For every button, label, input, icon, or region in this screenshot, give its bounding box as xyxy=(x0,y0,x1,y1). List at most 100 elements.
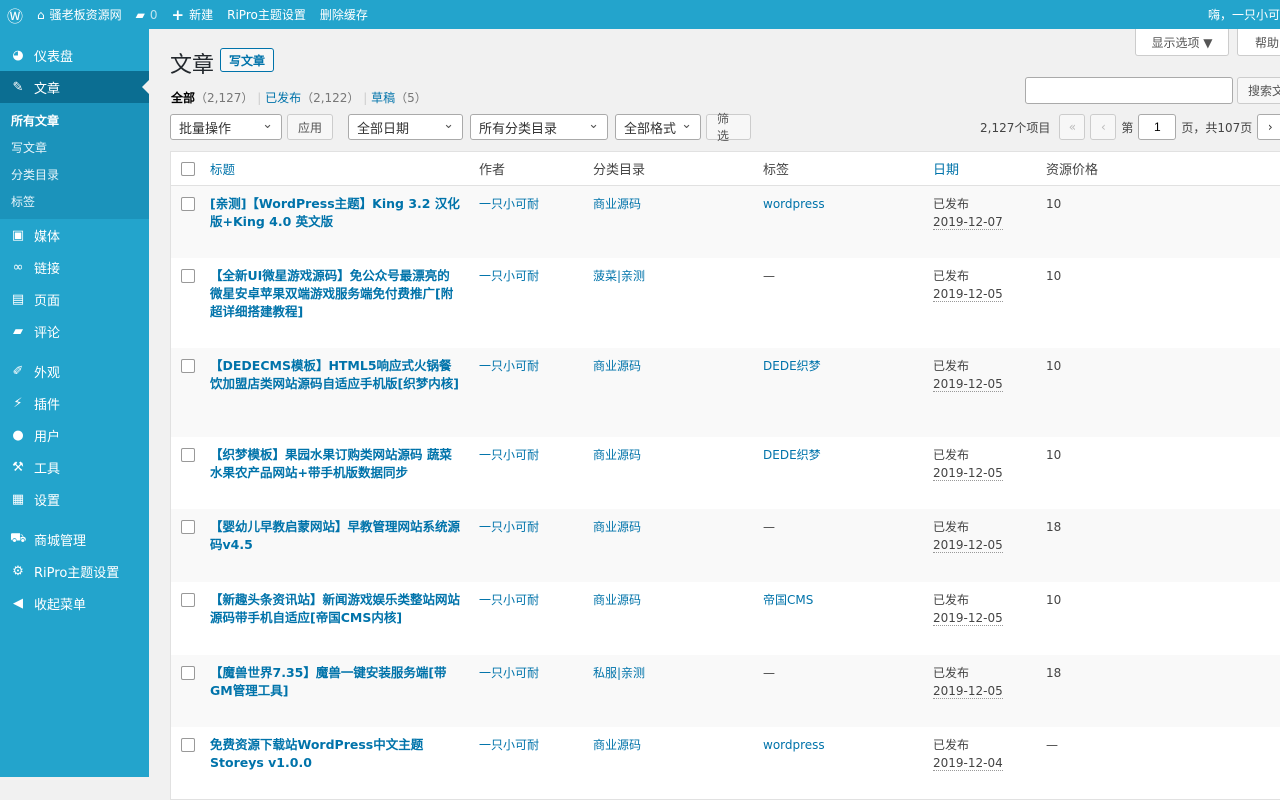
user-greeting[interactable]: 嗨，一只小可 xyxy=(1207,8,1280,22)
sidebar-item-brush[interactable]: ✐ 外观 xyxy=(0,355,149,387)
media-icon: ▣ xyxy=(11,227,25,243)
table-row: 【织梦模板】果园水果订购类网站源码 蔬菜水果农产品网站+带手机版数据同步 一只小… xyxy=(171,437,1280,509)
sidebar-item-gear[interactable]: ⚙ RiPro主题设置 xyxy=(0,555,149,587)
author-link[interactable]: 一只小可耐 xyxy=(479,269,540,283)
post-title-link[interactable]: 【魔兽世界7.35】魔兽一键安装服务端[带GM管理工具] xyxy=(210,665,447,698)
bulk-actions-select[interactable]: 批量操作 xyxy=(170,114,282,140)
user-icon: ● xyxy=(12,427,24,443)
date-filter-select[interactable]: 全部日期 xyxy=(348,114,463,140)
row-checkbox[interactable] xyxy=(181,738,195,752)
row-checkbox[interactable] xyxy=(181,359,195,373)
post-title-link[interactable]: [亲测]【WordPress主题】King 3.2 汉化版+King 4.0 英… xyxy=(210,196,460,229)
next-page-button[interactable]: › xyxy=(1257,114,1280,140)
sidebar-item-collapse[interactable]: ◀ 收起菜单 xyxy=(0,587,149,619)
prev-page-button[interactable]: ‹ xyxy=(1090,114,1117,140)
category-link[interactable]: 商业源码 xyxy=(593,359,642,373)
author-link[interactable]: 一只小可耐 xyxy=(479,666,540,680)
main-content: 显示选项 ▼ 帮助 文章 写文章 全部（2,127） | 已发布（2,122） … xyxy=(149,29,1280,800)
filter-published[interactable]: 已发布 xyxy=(265,91,302,105)
sidebar-item-plugin[interactable]: ⚡ 插件 xyxy=(0,387,149,419)
submenu-item[interactable]: 所有文章 xyxy=(11,114,60,128)
select-all-checkbox[interactable] xyxy=(181,161,195,176)
post-title-link[interactable]: 【新趣头条资讯站】新闻游戏娱乐类整站网站源码带手机自适应[帝国CMS内核] xyxy=(210,592,461,625)
table-row: 【婴幼儿早教启蒙网站】早教管理网站系统源码v4.5 一只小可耐 商业源码 — 已… xyxy=(171,509,1280,582)
category-filter-select[interactable]: 所有分类目录 xyxy=(470,114,608,140)
column-category: 分类目录 xyxy=(593,163,646,178)
category-link[interactable]: 商业源码 xyxy=(593,738,642,752)
sidebar-item-comment[interactable]: ▰ 评论 xyxy=(0,315,149,347)
resource-price: 18 xyxy=(1046,520,1062,534)
sidebar-item-user[interactable]: ● 用户 xyxy=(0,419,149,451)
row-checkbox[interactable] xyxy=(181,593,195,607)
sidebar-item-wrench[interactable]: ⚒ 工具 xyxy=(0,451,149,483)
post-title-link[interactable]: 【织梦模板】果园水果订购类网站源码 蔬菜水果农产品网站+带手机版数据同步 xyxy=(210,447,452,480)
search-posts-button[interactable]: 搜索文 xyxy=(1237,77,1280,104)
wordpress-logo-icon[interactable]: Ⓦ xyxy=(7,6,24,26)
ripro-settings-link[interactable]: RiPro主题设置 xyxy=(227,8,306,22)
tag-link[interactable]: DEDE织梦 xyxy=(763,359,821,373)
author-link[interactable]: 一只小可耐 xyxy=(479,448,540,462)
author-link[interactable]: 一只小可耐 xyxy=(479,359,540,373)
current-page-input[interactable] xyxy=(1138,114,1177,140)
post-title-link[interactable]: 【全新UI微星游戏源码】免公众号最漂亮的微星安卓苹果双端游戏服务端免付费推广[附… xyxy=(210,268,454,319)
tag-link: — xyxy=(763,520,775,534)
resource-price: — xyxy=(1046,738,1058,752)
submenu-item[interactable]: 标签 xyxy=(11,195,36,209)
column-date[interactable]: 日期 xyxy=(933,163,960,178)
author-link[interactable]: 一只小可耐 xyxy=(479,520,540,534)
new-content-link[interactable]: + 新建 xyxy=(171,5,214,24)
row-checkbox[interactable] xyxy=(181,448,195,462)
sidebar-item-page[interactable]: ▤ 页面 xyxy=(0,283,149,315)
tag-link[interactable]: 帝国CMS xyxy=(763,593,814,607)
help-button[interactable]: 帮助 xyxy=(1237,29,1280,56)
plugin-icon: ⚡ xyxy=(13,395,23,411)
search-input[interactable] xyxy=(1025,77,1233,104)
row-checkbox[interactable] xyxy=(181,197,195,211)
add-new-post-button[interactable]: 写文章 xyxy=(220,48,275,72)
category-link[interactable]: 商业源码 xyxy=(593,197,642,211)
author-link[interactable]: 一只小可耐 xyxy=(479,197,540,211)
format-filter-select[interactable]: 全部格式 xyxy=(615,114,701,140)
pagination: 2,127个项目 « ‹ 第 页，共107页 › xyxy=(980,114,1280,140)
filter-button[interactable]: 筛选 xyxy=(706,112,751,143)
admin-sidebar: ◕ 仪表盘 ✎ 文章 所有文章 写文章 分类目录 标签 ▣ 媒体 ∞ 链接 ▤ 页面 ▰ 评论 ✐ 外观 ⚡ 插件 ● 用… xyxy=(0,29,149,777)
resource-price: 10 xyxy=(1046,593,1062,607)
category-link[interactable]: 商业源码 xyxy=(593,520,642,534)
row-checkbox[interactable] xyxy=(181,666,195,680)
sidebar-item-media[interactable]: ▣ 媒体 xyxy=(0,219,149,251)
tag-link[interactable]: wordpress xyxy=(763,197,825,211)
sidebar-item-dashboard[interactable]: ◕ 仪表盘 xyxy=(0,39,149,71)
category-link[interactable]: 商业源码 xyxy=(593,593,642,607)
row-checkbox[interactable] xyxy=(181,520,195,534)
screen-options-button[interactable]: 显示选项 ▼ xyxy=(1135,29,1229,56)
site-name-link[interactable]: ⌂ 骚老板资源网 xyxy=(37,7,122,23)
tag-link[interactable]: DEDE织梦 xyxy=(763,448,821,462)
tag-link[interactable]: wordpress xyxy=(763,738,825,752)
apply-button[interactable]: 应用 xyxy=(287,114,333,140)
sidebar-item-pin[interactable]: ✎ 文章 xyxy=(0,71,149,103)
post-title-link[interactable]: 【DEDECMS模板】HTML5响应式火锅餐饮加盟店类网站源码自适应手机版[织梦… xyxy=(210,358,459,391)
category-link[interactable]: 私服|亲测 xyxy=(593,666,646,680)
sidebar-submenu: 所有文章写文章分类目录标签 xyxy=(0,103,149,219)
category-link[interactable]: 菠菜|亲测 xyxy=(593,269,646,283)
sidebar-item-cart[interactable]: ⛟ 商城管理 xyxy=(0,523,149,555)
sidebar-item-settings[interactable]: ▦ 设置 xyxy=(0,483,149,515)
author-link[interactable]: 一只小可耐 xyxy=(479,738,540,752)
category-link[interactable]: 商业源码 xyxy=(593,448,642,462)
column-title[interactable]: 标题 xyxy=(210,162,236,177)
table-row: 免费资源下载站WordPress中文主题Storeys v1.0.0 一只小可耐… xyxy=(171,727,1280,799)
comments-link[interactable]: ▰ 0 xyxy=(135,7,158,22)
submenu-item[interactable]: 写文章 xyxy=(11,141,48,155)
filter-draft[interactable]: 草稿 xyxy=(371,91,396,105)
post-title-link[interactable]: 【婴幼儿早教启蒙网站】早教管理网站系统源码v4.5 xyxy=(210,519,461,552)
sidebar-item-link[interactable]: ∞ 链接 xyxy=(0,251,149,283)
filter-all[interactable]: 全部 xyxy=(171,91,196,105)
resource-price: 18 xyxy=(1046,666,1062,680)
clear-cache-link[interactable]: 删除缓存 xyxy=(319,8,368,22)
first-page-button[interactable]: « xyxy=(1059,114,1086,140)
column-tags: 标签 xyxy=(763,163,790,178)
submenu-item[interactable]: 分类目录 xyxy=(11,168,60,182)
row-checkbox[interactable] xyxy=(181,269,195,283)
post-title-link[interactable]: 免费资源下载站WordPress中文主题Storeys v1.0.0 xyxy=(210,737,424,770)
author-link[interactable]: 一只小可耐 xyxy=(479,593,540,607)
